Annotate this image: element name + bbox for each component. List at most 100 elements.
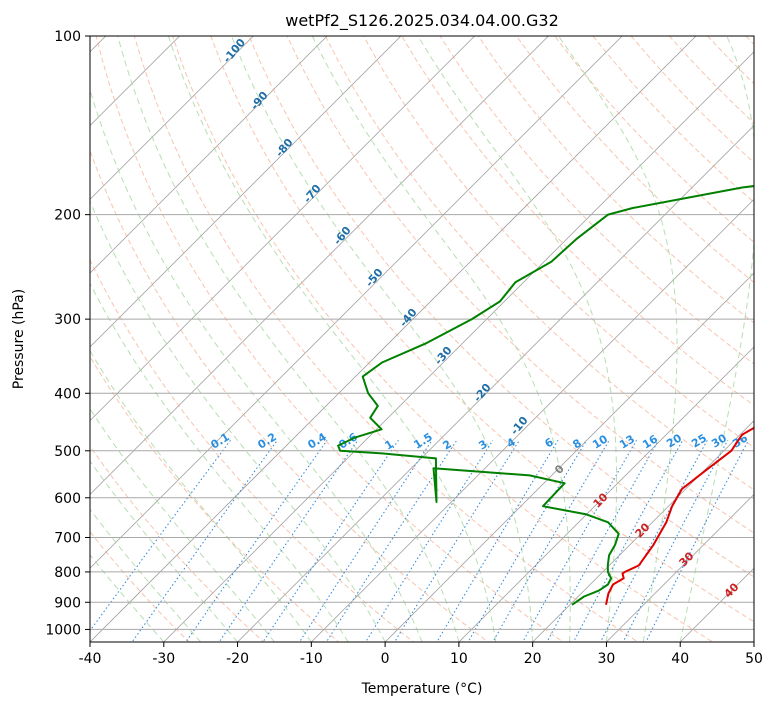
mixing-ratio-label: 30 (709, 431, 729, 450)
isotherm-line (90, 36, 476, 422)
dry-adiabat-line (172, 36, 714, 642)
dry-adiabat-label: -100 (220, 36, 248, 66)
moist-adiabat-line (90, 282, 349, 642)
dry-adiabat-line (133, 36, 639, 642)
dry-adiabat-line (745, 36, 754, 46)
y-tick-label: 900 (54, 595, 81, 611)
x-tick-label: 10 (450, 651, 468, 667)
moist-adiabat-line (90, 508, 202, 642)
isotherm-line (90, 36, 254, 200)
moist-adiabat-line (90, 199, 386, 642)
mixing-ratio-line (90, 439, 231, 632)
x-tick-label: 40 (671, 651, 689, 667)
mixing-ratio-line (599, 440, 708, 642)
isotherm-line (605, 493, 754, 642)
sounding-profiles (337, 185, 754, 606)
dry-adiabat-line (286, 36, 754, 534)
isotherm-line (0, 9, 59, 654)
x-axis-title: Temperature (°C) (361, 681, 483, 697)
isotherm-line (90, 36, 623, 569)
isotherm-line (310, 198, 754, 642)
isotherm-line (236, 124, 754, 642)
mixing-ratio-line (131, 439, 278, 642)
y-tick-label: 500 (54, 444, 81, 460)
dry-adiabat-line (592, 36, 754, 203)
y-tick-label: 400 (54, 386, 81, 402)
dry-adiabat-line (210, 36, 754, 623)
mixing-ratio-label: 13 (617, 432, 637, 451)
temperature-profile (605, 426, 754, 606)
plot-frame (89, 35, 755, 643)
moist-adiabat-line (167, 36, 497, 642)
dry-adiabat-line (758, 9, 775, 654)
y-tick-label: 700 (54, 531, 81, 547)
mixing-ratio-line (298, 439, 433, 642)
pressure-gridlines (90, 36, 754, 630)
dry-adiabat-line (90, 149, 490, 642)
x-tick-label: 0 (381, 651, 390, 667)
mixing-ratio-line (325, 439, 458, 642)
y-tick-label: 800 (54, 565, 81, 581)
moist-adiabat-line (117, 36, 460, 642)
moist-adiabat-line (679, 36, 754, 642)
dry-adiabat-line (477, 36, 754, 324)
dry-adiabat-line (401, 36, 754, 407)
mixing-ratio-label: 0.2 (255, 430, 278, 451)
background-lines (0, 9, 775, 654)
dry-adiabat-line (90, 355, 340, 642)
y-tick-label: 600 (54, 491, 81, 507)
x-tick-label: 50 (745, 651, 763, 667)
x-axis: -40 -30 -20 -10 0 10 20 30 40 50 (79, 642, 763, 667)
isotherm-line (90, 36, 550, 496)
dry-adiabat-label: -40 (397, 306, 420, 330)
y-tick-label: 300 (54, 312, 81, 328)
isotherm-line (90, 36, 697, 642)
isotherm-line (532, 420, 754, 642)
mixing-ratio-line (436, 440, 559, 642)
mixing-ratio-line (467, 440, 588, 642)
dry-adiabat-line (439, 36, 754, 365)
moist-adiabat-label: 0 (552, 462, 567, 477)
mixing-ratio-line (492, 440, 610, 642)
dry-adiabat-label: -10 (508, 414, 531, 438)
x-tick-label: 20 (524, 651, 542, 667)
isotherm-line (90, 36, 402, 348)
y-tick-label: 200 (54, 208, 81, 224)
mixing-ratio-label: 25 (689, 431, 709, 450)
mixing-ratio-line (365, 440, 494, 642)
mixing-ratio-line (522, 440, 637, 642)
dry-adiabat-label: -70 (301, 182, 324, 206)
x-tick-label: -10 (300, 651, 323, 667)
y-axis-title: Pressure (hPa) (11, 289, 27, 389)
y-tick-label: 1000 (45, 622, 81, 638)
dry-adiabat-label: -50 (363, 266, 386, 290)
mixing-ratio-line (546, 440, 659, 642)
x-tick-label: -40 (79, 651, 102, 667)
y-axis: 100 200 300 400 500 600 700 800 900 1000 (45, 29, 90, 638)
moist-adiabat-line (311, 36, 571, 642)
x-tick-label: -30 (152, 651, 175, 667)
isotherm-line (163, 51, 754, 642)
dry-adiabat-label: -80 (273, 136, 296, 160)
dry-adiabat-line (90, 258, 415, 642)
mixing-ratio-label: 10 (590, 432, 610, 451)
mixing-ratio-line (622, 440, 729, 642)
mixing-ratio-line (572, 440, 684, 642)
moist-adiabat-line (90, 460, 238, 642)
mixing-ratio-line (645, 440, 749, 642)
dry-adiabat-line (90, 531, 190, 642)
mixing-ratio-label: 0.4 (305, 430, 329, 452)
moist-adiabat-line (90, 349, 312, 642)
mixing-ratio-line (262, 439, 399, 642)
x-tick-label: -20 (226, 651, 249, 667)
dry-adiabat-line (90, 445, 265, 642)
mixing-ratio-label: 8 (570, 436, 583, 451)
moist-adiabat-label: 30 (677, 549, 697, 569)
isotherm-line (458, 346, 754, 642)
y-tick-label: 100 (54, 29, 81, 45)
moist-adiabat-line (558, 36, 678, 642)
dry-adiabat-label: -90 (248, 89, 271, 113)
chart-title: wetPf2_S126.2025.034.04.00.G32 (285, 11, 559, 31)
dewpoint-profile (337, 185, 754, 606)
